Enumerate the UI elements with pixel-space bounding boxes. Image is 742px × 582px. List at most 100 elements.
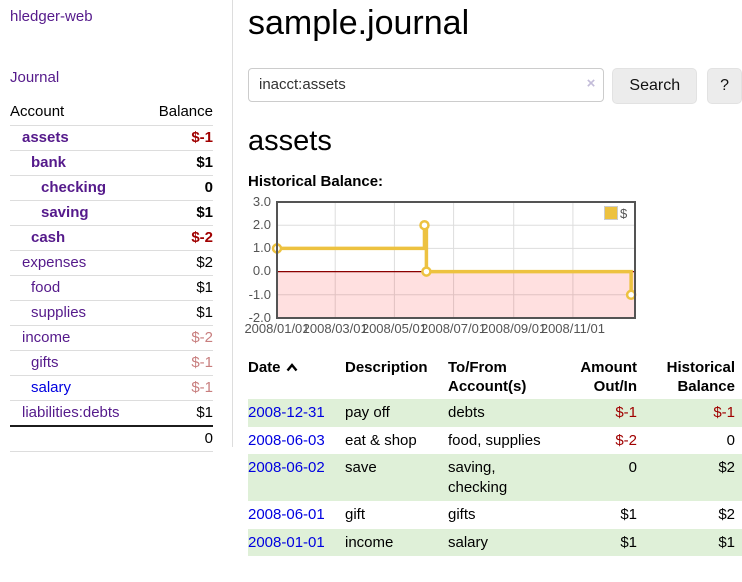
data-point-marker (419, 219, 430, 231)
register-accounts-cell: debts (448, 404, 485, 422)
page-title: sample.journal (248, 4, 470, 42)
account-link[interactable]: salary (31, 379, 72, 396)
account-row: expenses $2 (10, 250, 213, 276)
account-row: liabilities:debts $1 (10, 400, 213, 426)
account-link[interactable]: income (22, 329, 71, 346)
chart-title: Historical Balance: (248, 172, 384, 190)
search-input-wrap: × (248, 67, 605, 104)
search-form: × Search ? (248, 67, 742, 104)
clear-search-icon[interactable]: × (586, 74, 596, 92)
account-row: gifts $-1 (10, 350, 213, 376)
account-row: income $-2 (10, 325, 213, 351)
x-axis-tick-label: 2008/11/01 (540, 320, 605, 336)
account-row: food $1 (10, 275, 213, 301)
x-axis-tick-label: 2008/03/01 (302, 320, 368, 336)
transaction-date-link[interactable]: 2008-12-31 (248, 404, 325, 422)
register-amount-cell: $-2 (615, 431, 637, 449)
account-balance: $-2 (145, 225, 213, 251)
negative-region (277, 271, 635, 318)
accounts-total-row: 0 (10, 425, 213, 452)
register-date-cell: 2008-06-02 (248, 454, 345, 501)
register-accounts-cell: gifts (448, 506, 476, 524)
account-cell: cash (10, 225, 146, 251)
account-row: salary $-1 (10, 375, 213, 401)
register-description-cell: eat & shop (345, 431, 417, 449)
account-balance: $1 (145, 400, 213, 426)
account-balance: 0 (145, 175, 213, 201)
account-heading: assets (248, 124, 332, 157)
account-balance: $1 (145, 300, 213, 326)
chart-legend: $ (602, 204, 630, 222)
accounts-table: Account Balance assets $-1 bank $1 checking 0… (10, 99, 213, 452)
account-cell: salary (10, 375, 146, 401)
help-button[interactable]: ? (707, 67, 742, 104)
account-row: checking 0 (10, 175, 213, 201)
register-accounts-cell: saving, checking (448, 459, 508, 496)
register-balance-cell: $-1 (713, 404, 735, 422)
y-axis-tick-label: 1.0 (252, 240, 271, 256)
search-button[interactable]: Search (612, 67, 698, 104)
transaction-date-link[interactable]: 2008-06-03 (248, 431, 325, 449)
account-link[interactable]: checking (41, 179, 107, 196)
register-description-cell: pay off (345, 404, 390, 422)
transaction-date-link[interactable]: 2008-06-01 (248, 506, 325, 524)
register-balance-cell: 0 (726, 431, 735, 449)
account-cell: saving (10, 200, 146, 226)
transaction-date-link[interactable]: 2008-01-01 (248, 533, 325, 551)
sidebar: hledger-web Journal Account Balance asse… (0, 0, 233, 452)
y-axis-tick-label: 3.0 (252, 193, 271, 209)
y-axis-tick-label: -1.0 (248, 286, 271, 302)
legend-swatch-icon (604, 206, 618, 221)
account-link[interactable]: food (31, 279, 61, 296)
account-cell: gifts (10, 350, 146, 376)
data-point-marker (625, 289, 637, 300)
register-description-cell: gift (345, 506, 366, 524)
sort-ascending-icon (286, 362, 297, 372)
x-axis-tick-label: 2008/09/01 (481, 320, 547, 336)
register-amount-cell: $1 (620, 506, 637, 524)
register-header-date[interactable]: Date (248, 356, 345, 400)
account-link[interactable]: gifts (31, 354, 59, 371)
account-row: supplies $1 (10, 300, 213, 326)
account-cell: checking (10, 175, 146, 201)
search-input[interactable] (248, 67, 605, 102)
account-link[interactable]: saving (41, 204, 89, 221)
accounts-total-spacer (10, 425, 146, 452)
register-amount-cell: $1 (620, 533, 637, 551)
register-description-cell: income (345, 533, 394, 551)
register-date-cell: 2008-12-31 (248, 399, 345, 427)
main-content: sample.journal × Search ? assets Histori… (244, 0, 742, 557)
legend-label: $ (620, 205, 628, 221)
plot-border (276, 200, 636, 319)
account-balance: $1 (145, 200, 213, 226)
account-link[interactable]: liabilities:debts (22, 404, 120, 421)
register-header-description: Description (345, 358, 428, 376)
register-accounts-cell: salary (448, 533, 489, 551)
account-cell: liabilities:debts (10, 400, 146, 426)
account-row: bank $1 (10, 150, 213, 176)
account-balance: $1 (145, 150, 213, 176)
register-amount-cell: 0 (628, 459, 637, 477)
account-link[interactable]: supplies (31, 304, 87, 321)
accounts-header-account: Account (10, 103, 65, 120)
account-cell: expenses (10, 250, 146, 276)
register-balance-cell: $1 (718, 533, 735, 551)
account-cell: assets (10, 125, 146, 151)
register-row: 2008-06-02 save saving, checking 0 $2 (248, 454, 742, 502)
sidebar-item-journal[interactable]: Journal (10, 69, 60, 86)
register-table: Date Description To/From Account(s) Amount … (248, 356, 742, 557)
historical-balance-chart: 2008/01/01 2008/03/01 2008/05/01 2008/07/01… (244, 194, 742, 338)
account-link[interactable]: bank (31, 154, 67, 171)
account-link[interactable]: expenses (22, 254, 87, 271)
x-axis-tick-label: 2008/05/01 (361, 320, 427, 336)
x-axis-tick-label: 2008/07/01 (421, 320, 487, 336)
account-link[interactable]: assets (22, 129, 69, 146)
data-point-marker (421, 266, 432, 277)
account-link[interactable]: cash (31, 229, 66, 246)
account-balance: $-2 (145, 325, 213, 351)
register-accounts-cell: food, supplies (448, 431, 541, 449)
account-balance: $-1 (145, 350, 213, 376)
app-brand-link[interactable]: hledger-web (10, 8, 93, 25)
register-description-cell: save (345, 459, 377, 477)
transaction-date-link[interactable]: 2008-06-02 (248, 459, 325, 477)
